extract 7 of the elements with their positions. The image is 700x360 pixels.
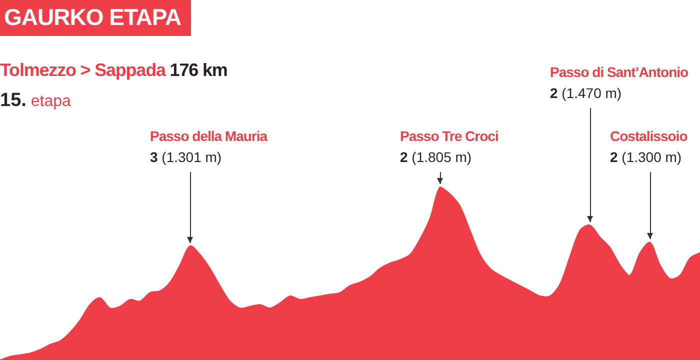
- text: Passo della Mauria 3 (1.301 m): [150, 127, 268, 165]
- text: Passo di Sant’Antonio 2 (1.470 m): [550, 63, 688, 101]
- chart-subtitle: Tolmezzo > Sappada 176 km: [0, 60, 228, 80]
- text: Passo Tre Croci 2 (1.805 m): [400, 127, 498, 165]
- text: 15. etapa: [0, 90, 71, 111]
- chart-title: GAURKO ETAPA: [0, 0, 192, 36]
- text: Costalissoio 2 (1.300 m): [610, 127, 688, 165]
